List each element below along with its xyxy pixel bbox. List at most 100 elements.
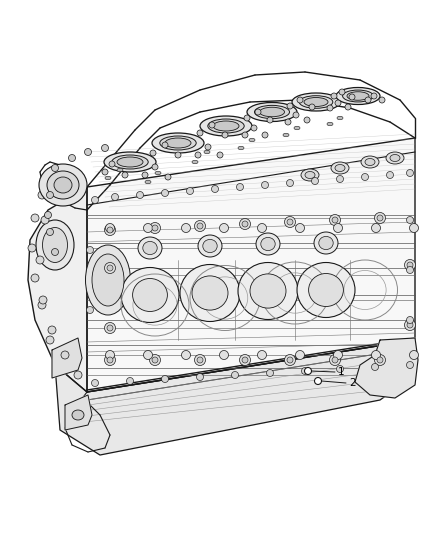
Ellipse shape bbox=[92, 254, 124, 306]
Circle shape bbox=[406, 361, 413, 368]
Ellipse shape bbox=[249, 138, 255, 142]
Circle shape bbox=[266, 369, 273, 376]
Circle shape bbox=[149, 354, 160, 366]
Circle shape bbox=[165, 174, 171, 180]
Circle shape bbox=[209, 122, 215, 128]
Circle shape bbox=[107, 325, 113, 331]
Circle shape bbox=[331, 93, 337, 99]
Circle shape bbox=[68, 155, 75, 161]
Circle shape bbox=[102, 144, 109, 151]
Ellipse shape bbox=[104, 152, 156, 172]
Circle shape bbox=[149, 222, 160, 233]
Circle shape bbox=[105, 354, 116, 366]
Polygon shape bbox=[52, 338, 82, 378]
Ellipse shape bbox=[259, 107, 285, 117]
Ellipse shape bbox=[152, 133, 204, 153]
Ellipse shape bbox=[105, 176, 111, 180]
Circle shape bbox=[251, 125, 257, 131]
Circle shape bbox=[41, 216, 49, 224]
Ellipse shape bbox=[36, 220, 74, 270]
Circle shape bbox=[46, 336, 54, 344]
Circle shape bbox=[92, 379, 99, 386]
Circle shape bbox=[85, 149, 92, 156]
Circle shape bbox=[137, 191, 144, 198]
Circle shape bbox=[74, 371, 82, 379]
Circle shape bbox=[86, 306, 93, 313]
Circle shape bbox=[152, 357, 158, 363]
Circle shape bbox=[361, 174, 368, 181]
Ellipse shape bbox=[301, 169, 319, 181]
Circle shape bbox=[286, 180, 293, 187]
Circle shape bbox=[296, 223, 304, 232]
Ellipse shape bbox=[198, 235, 222, 257]
Ellipse shape bbox=[283, 133, 289, 137]
Circle shape bbox=[175, 152, 181, 158]
Polygon shape bbox=[28, 187, 87, 392]
Ellipse shape bbox=[261, 237, 275, 251]
Circle shape bbox=[258, 223, 266, 232]
Circle shape bbox=[287, 103, 293, 109]
Circle shape bbox=[293, 112, 299, 118]
Circle shape bbox=[142, 172, 148, 178]
Ellipse shape bbox=[256, 233, 280, 255]
Circle shape bbox=[112, 193, 119, 200]
Ellipse shape bbox=[337, 116, 343, 120]
Ellipse shape bbox=[314, 232, 338, 254]
Circle shape bbox=[107, 265, 113, 271]
Circle shape bbox=[52, 165, 59, 172]
Circle shape bbox=[144, 351, 152, 359]
Circle shape bbox=[194, 354, 205, 366]
Circle shape bbox=[217, 152, 223, 158]
Circle shape bbox=[287, 219, 293, 225]
Circle shape bbox=[105, 262, 116, 273]
Ellipse shape bbox=[335, 165, 345, 172]
Circle shape bbox=[285, 119, 291, 125]
Circle shape bbox=[242, 357, 248, 363]
Circle shape bbox=[371, 93, 377, 99]
Circle shape bbox=[144, 223, 152, 232]
Circle shape bbox=[304, 367, 311, 375]
Circle shape bbox=[329, 214, 340, 225]
Ellipse shape bbox=[309, 273, 343, 306]
Circle shape bbox=[28, 244, 36, 252]
Circle shape bbox=[162, 142, 168, 148]
Circle shape bbox=[107, 227, 113, 233]
Circle shape bbox=[309, 104, 315, 110]
Circle shape bbox=[287, 357, 293, 363]
Ellipse shape bbox=[145, 180, 151, 184]
Circle shape bbox=[329, 354, 340, 366]
Circle shape bbox=[410, 351, 418, 359]
Circle shape bbox=[285, 354, 296, 366]
Circle shape bbox=[197, 357, 203, 363]
Circle shape bbox=[327, 105, 333, 111]
Circle shape bbox=[181, 223, 191, 232]
Circle shape bbox=[31, 214, 39, 222]
Circle shape bbox=[406, 169, 413, 176]
Circle shape bbox=[262, 132, 268, 138]
Circle shape bbox=[261, 182, 268, 189]
Circle shape bbox=[371, 351, 381, 359]
Ellipse shape bbox=[121, 268, 179, 322]
Circle shape bbox=[219, 351, 229, 359]
Ellipse shape bbox=[85, 245, 131, 315]
Ellipse shape bbox=[336, 87, 380, 104]
Circle shape bbox=[240, 354, 251, 366]
Circle shape bbox=[410, 223, 418, 232]
Circle shape bbox=[107, 357, 113, 363]
Circle shape bbox=[333, 223, 343, 232]
Circle shape bbox=[152, 225, 158, 231]
Circle shape bbox=[406, 216, 413, 223]
Circle shape bbox=[311, 177, 318, 184]
Ellipse shape bbox=[331, 162, 349, 174]
Circle shape bbox=[109, 161, 115, 167]
Circle shape bbox=[212, 185, 219, 192]
Circle shape bbox=[349, 94, 355, 100]
Circle shape bbox=[365, 97, 371, 103]
Circle shape bbox=[258, 351, 266, 359]
Ellipse shape bbox=[297, 262, 355, 318]
Ellipse shape bbox=[254, 106, 290, 119]
Circle shape bbox=[102, 169, 108, 175]
Ellipse shape bbox=[327, 122, 333, 126]
Ellipse shape bbox=[319, 237, 333, 249]
Circle shape bbox=[314, 377, 321, 384]
